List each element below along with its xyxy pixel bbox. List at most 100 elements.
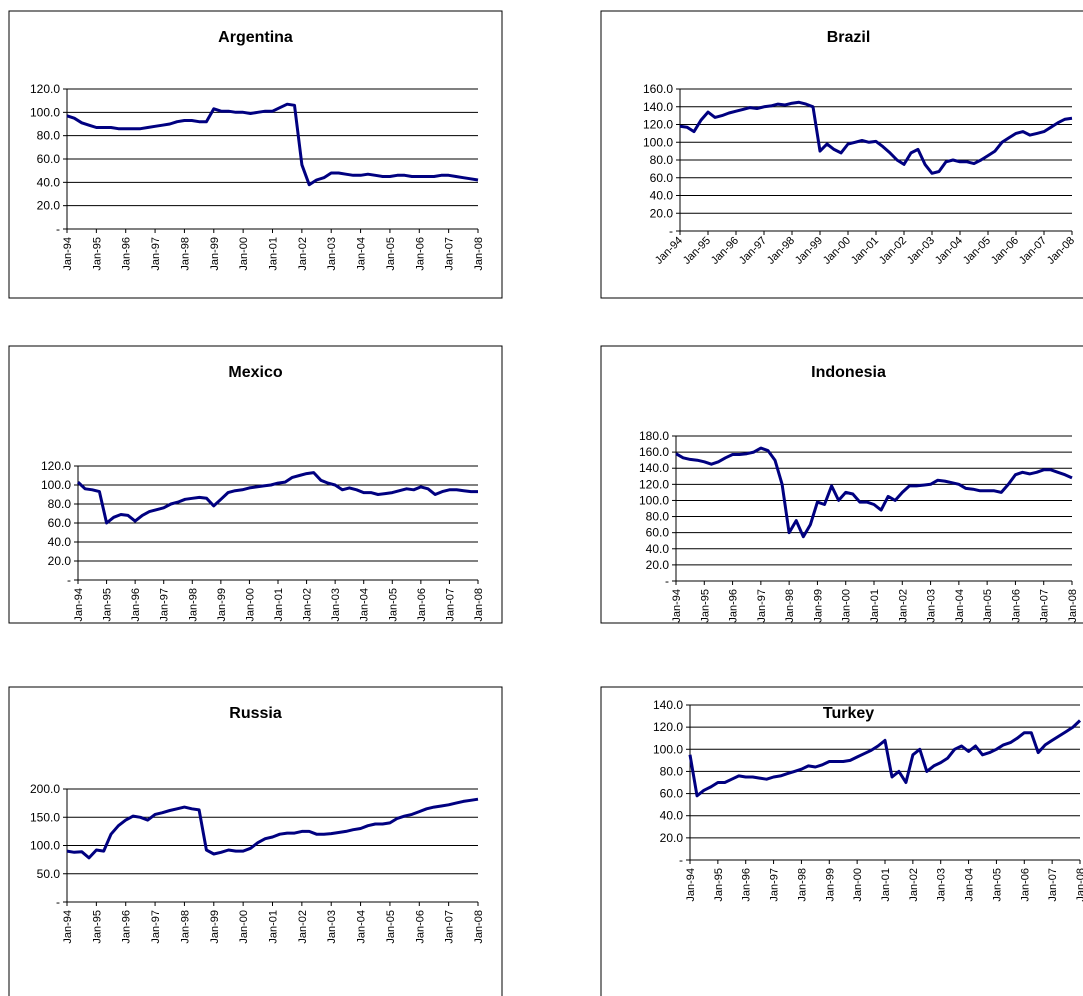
y-tick-label: - (665, 574, 669, 588)
x-tick-label: Jan-01 (880, 868, 892, 902)
x-tick-label: Jan-05 (982, 589, 994, 623)
x-tick-label: Jan-06 (416, 588, 428, 622)
chart-border (600, 686, 1083, 996)
chart-panel: Mexico - 20.0 40.0 60.0 80.0 100.0 120.0 Jan-94 J… (8, 345, 503, 624)
x-tick-label: Jan-96 (121, 237, 133, 271)
x-tick-label: Jan-96 (121, 910, 133, 944)
x-tick-label: Jan-01 (268, 237, 280, 271)
y-tick-label: 20.0 (660, 831, 684, 845)
chart-title: Argentina (218, 29, 293, 46)
chart-panel: Indonesia - 20.0 40.0 60.0 80.0 100.0 120.0 140.… (600, 345, 1083, 624)
x-tick-label: Jan-02 (897, 589, 909, 623)
x-tick-label: Jan-95 (91, 237, 103, 271)
y-tick-label: 40.0 (48, 535, 72, 549)
x-tick-label: Jan-08 (473, 237, 485, 271)
x-tick-label: Jan-08 (473, 910, 485, 944)
x-tick-label: Jan-96 (741, 868, 753, 902)
y-tick-label: 100.0 (30, 105, 60, 119)
x-tick-label: Jan-08 (1067, 589, 1079, 623)
y-tick-label: 40.0 (646, 542, 670, 556)
y-tick-label: 100.0 (639, 493, 669, 507)
x-tick-label: Jan-04 (356, 237, 368, 271)
x-tick-label: Jan-04 (964, 868, 976, 902)
chart-title: Indonesia (811, 364, 886, 381)
x-tick-label: Jan-98 (179, 910, 191, 944)
x-tick-label: Jan-06 (414, 237, 426, 271)
y-tick-label: 80.0 (646, 510, 670, 524)
x-tick-label: Jan-01 (268, 910, 280, 944)
y-tick-label: 60.0 (650, 171, 674, 185)
y-tick-label: 100.0 (30, 839, 60, 853)
x-tick-label: Jan-96 (130, 588, 142, 622)
x-tick-label: Jan-99 (209, 910, 221, 944)
x-tick-label: Jan-05 (991, 868, 1003, 902)
x-tick-label: Jan-97 (150, 237, 162, 271)
x-tick-label: Jan-00 (238, 237, 250, 271)
y-tick-label: 150.0 (30, 810, 60, 824)
y-tick-label: 120.0 (41, 459, 71, 473)
x-tick-label: Jan-99 (216, 588, 228, 622)
x-tick-label: Jan-06 (1010, 589, 1022, 623)
chart-title: Turkey (823, 705, 874, 722)
chart-panel: Turkey - 20.0 40.0 60.0 80.0 100.0 120.0 140.0 Ja… (600, 686, 1083, 996)
x-tick-label: Jan-98 (796, 868, 808, 902)
x-tick-label: Jan-05 (385, 237, 397, 271)
x-tick-label: Jan-03 (936, 868, 948, 902)
y-tick-label: 80.0 (37, 129, 61, 143)
x-tick-label: Jan-04 (359, 588, 371, 622)
y-tick-label: - (56, 222, 60, 236)
x-tick-label: Jan-07 (1039, 589, 1051, 623)
y-tick-label: 100.0 (643, 135, 673, 149)
x-tick-label: Jan-03 (926, 589, 938, 623)
y-tick-label: 160.0 (643, 82, 673, 96)
x-tick-label: Jan-07 (444, 237, 456, 271)
chart-title: Brazil (827, 29, 871, 46)
y-tick-label: 50.0 (37, 867, 61, 881)
x-tick-label: Jan-06 (1019, 868, 1031, 902)
x-tick-label: Jan-99 (209, 237, 221, 271)
x-tick-label: Jan-95 (699, 589, 711, 623)
y-tick-label: 20.0 (48, 554, 72, 568)
y-tick-label: 140.0 (639, 461, 669, 475)
x-tick-label: Jan-00 (852, 868, 864, 902)
x-tick-label: Jan-94 (73, 588, 85, 622)
x-tick-label: Jan-99 (824, 868, 836, 902)
x-tick-label: Jan-02 (297, 910, 309, 944)
y-tick-label: 20.0 (646, 558, 670, 572)
x-tick-label: Jan-98 (187, 588, 199, 622)
y-tick-label: 60.0 (37, 152, 61, 166)
x-tick-label: Jan-04 (356, 910, 368, 944)
x-tick-label: Jan-94 (685, 868, 697, 902)
chart-border (8, 10, 503, 299)
y-tick-label: 60.0 (646, 526, 670, 540)
x-tick-label: Jan-97 (769, 868, 781, 902)
y-tick-label: 40.0 (37, 175, 61, 189)
x-tick-label: Jan-95 (713, 868, 725, 902)
y-tick-label: 140.0 (653, 698, 683, 712)
x-tick-label: Jan-00 (244, 588, 256, 622)
x-tick-label: Jan-08 (1075, 868, 1083, 902)
x-tick-label: Jan-08 (473, 588, 485, 622)
y-tick-label: 100.0 (41, 478, 71, 492)
y-tick-label: 100.0 (653, 742, 683, 756)
y-tick-label: - (669, 224, 673, 238)
y-tick-label: - (679, 853, 683, 867)
y-tick-label: 40.0 (650, 189, 674, 203)
x-tick-label: Jan-02 (302, 588, 314, 622)
x-tick-label: Jan-94 (671, 589, 683, 623)
x-tick-label: Jan-95 (102, 588, 114, 622)
y-tick-label: 20.0 (37, 199, 61, 213)
series-line (66, 102, 479, 187)
series-line (675, 446, 1073, 539)
y-tick-label: 180.0 (639, 429, 669, 443)
x-tick-label: Jan-94 (62, 910, 74, 944)
y-tick-label: 120.0 (653, 720, 683, 734)
chart-title: Mexico (228, 364, 282, 381)
chart-border (600, 10, 1083, 299)
chart-panel: Russia - 50.0 100.0 150.0 200.0 Jan-94 Jan-95 Ja… (8, 686, 503, 996)
x-tick-label: Jan-04 (954, 589, 966, 623)
x-tick-label: Jan-97 (159, 588, 171, 622)
x-tick-label: Jan-07 (1047, 868, 1059, 902)
